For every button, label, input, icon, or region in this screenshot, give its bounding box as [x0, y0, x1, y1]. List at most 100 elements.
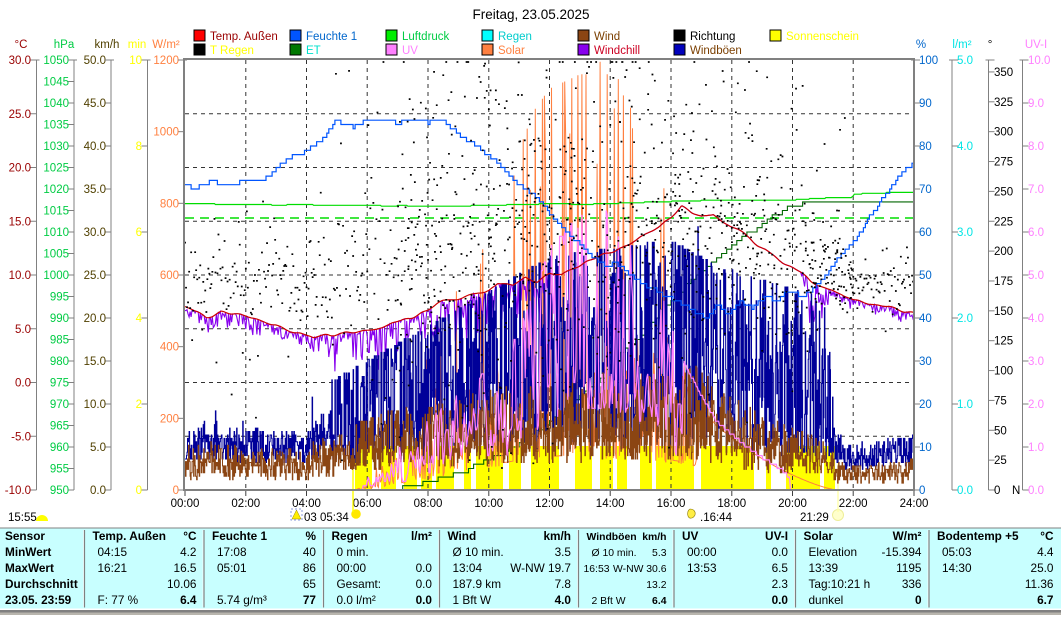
svg-text:04:00: 04:00	[292, 498, 321, 510]
svg-text:13.2: 13.2	[646, 580, 666, 591]
svg-text:980: 980	[50, 356, 69, 368]
svg-text:350: 350	[994, 67, 1013, 79]
svg-text:300: 300	[994, 127, 1013, 139]
svg-text:600: 600	[160, 270, 179, 282]
svg-text:ET: ET	[306, 45, 321, 57]
svg-text:6: 6	[136, 227, 142, 239]
svg-text:5.3: 5.3	[652, 548, 667, 559]
svg-text:2.3: 2.3	[772, 577, 789, 591]
svg-text:10.0: 10.0	[84, 399, 106, 411]
svg-text:4.0: 4.0	[555, 593, 572, 607]
svg-text:°C: °C	[1040, 529, 1054, 543]
svg-text:6.5: 6.5	[772, 561, 789, 575]
svg-text:1000: 1000	[43, 270, 69, 282]
svg-text:0: 0	[919, 485, 925, 497]
svg-text:25: 25	[994, 455, 1007, 467]
svg-text:5.0: 5.0	[957, 55, 973, 67]
svg-text:1020: 1020	[43, 184, 69, 196]
svg-text:0.0: 0.0	[416, 561, 433, 575]
svg-text:Temp. Außen: Temp. Außen	[93, 529, 166, 543]
svg-text:7.0: 7.0	[1028, 184, 1044, 196]
svg-text:1030: 1030	[43, 141, 69, 153]
svg-text:50: 50	[994, 425, 1007, 437]
svg-text:km/h: km/h	[543, 529, 571, 543]
svg-text:00:00: 00:00	[687, 545, 717, 559]
svg-text:970: 970	[50, 399, 69, 411]
svg-text:90: 90	[919, 98, 932, 110]
svg-text:%: %	[916, 39, 926, 51]
svg-text:1040: 1040	[43, 98, 69, 110]
svg-text:4.4: 4.4	[1037, 545, 1054, 559]
svg-text:6.0: 6.0	[1028, 227, 1044, 239]
svg-text:10.06: 10.06	[167, 577, 197, 591]
svg-text:200: 200	[160, 413, 179, 425]
svg-text:1000: 1000	[153, 127, 179, 139]
svg-text:05:34: 05:34	[320, 512, 349, 524]
svg-text:35.0: 35.0	[84, 184, 106, 196]
svg-text:13:53: 13:53	[687, 561, 717, 575]
svg-text:02:00: 02:00	[231, 498, 260, 510]
svg-text:75: 75	[994, 395, 1007, 407]
svg-text:4.0: 4.0	[1028, 313, 1044, 325]
svg-text:16:00: 16:00	[657, 498, 686, 510]
svg-text:F: 77 %: F: 77 %	[98, 593, 139, 607]
svg-text:65: 65	[303, 577, 317, 591]
svg-text:1025: 1025	[43, 163, 69, 175]
svg-text:06:00: 06:00	[353, 498, 382, 510]
svg-text:14:30: 14:30	[942, 561, 972, 575]
svg-text:400: 400	[160, 342, 179, 354]
svg-text:12:00: 12:00	[535, 498, 564, 510]
svg-text:30.0: 30.0	[9, 55, 31, 67]
svg-text:km/h: km/h	[642, 532, 666, 543]
svg-text:1010: 1010	[43, 227, 69, 239]
svg-text:40: 40	[303, 545, 317, 559]
svg-text:Gesamt:: Gesamt:	[337, 577, 382, 591]
svg-text:Wind: Wind	[448, 529, 477, 543]
svg-text:0.0: 0.0	[90, 485, 106, 497]
svg-text:16:21: 16:21	[98, 561, 128, 575]
svg-text:950: 950	[50, 485, 69, 497]
svg-text:1045: 1045	[43, 77, 69, 89]
svg-text:225: 225	[994, 216, 1013, 228]
svg-text:Sensor: Sensor	[5, 529, 45, 543]
svg-text:0.0: 0.0	[416, 593, 433, 607]
svg-text:Windböen: Windböen	[690, 45, 742, 57]
svg-text:0.0: 0.0	[772, 593, 789, 607]
svg-text:250: 250	[994, 186, 1013, 198]
svg-text:10.0: 10.0	[1028, 55, 1050, 67]
svg-text:2: 2	[136, 399, 142, 411]
svg-text:1200: 1200	[153, 55, 179, 67]
svg-text:1.0: 1.0	[957, 399, 973, 411]
svg-text:23.05. 23:59: 23.05. 23:59	[5, 593, 72, 607]
svg-text:14:00: 14:00	[596, 498, 625, 510]
svg-text:dunkel: dunkel	[809, 593, 844, 607]
svg-text:MinWert: MinWert	[5, 545, 51, 559]
svg-text:Temp. Außen: Temp. Außen	[210, 31, 278, 43]
svg-text:-10.0: -10.0	[5, 485, 31, 497]
svg-text:W/m²: W/m²	[152, 39, 180, 51]
svg-text:km/h: km/h	[95, 39, 120, 51]
svg-text:800: 800	[160, 198, 179, 210]
svg-text:22:00: 22:00	[839, 498, 868, 510]
svg-text:275: 275	[994, 157, 1013, 169]
svg-text:5.0: 5.0	[15, 324, 31, 336]
svg-text:Durchschnitt: Durchschnitt	[5, 577, 78, 591]
svg-text:955: 955	[50, 464, 69, 476]
svg-text:20.0: 20.0	[84, 313, 106, 325]
svg-text:0.0: 0.0	[15, 378, 31, 390]
svg-text:Solar: Solar	[498, 45, 525, 57]
svg-text:Elevation: Elevation	[809, 545, 858, 559]
svg-text:10: 10	[129, 55, 142, 67]
svg-text:Tag:10:21 h: Tag:10:21 h	[809, 577, 871, 591]
svg-text:05:03: 05:03	[942, 545, 972, 559]
svg-text:4.0: 4.0	[957, 141, 973, 153]
svg-text:86: 86	[303, 561, 317, 575]
svg-text:Solar: Solar	[804, 529, 834, 543]
svg-text:5.0: 5.0	[1028, 270, 1044, 282]
svg-text:W-NW 19.7: W-NW 19.7	[510, 561, 571, 575]
svg-text:1035: 1035	[43, 120, 69, 132]
svg-text:25.0: 25.0	[1031, 561, 1054, 575]
svg-text:T Regen: T Regen	[210, 45, 254, 57]
svg-text:21:29: 21:29	[800, 512, 829, 524]
svg-text:-15.394: -15.394	[881, 545, 921, 559]
